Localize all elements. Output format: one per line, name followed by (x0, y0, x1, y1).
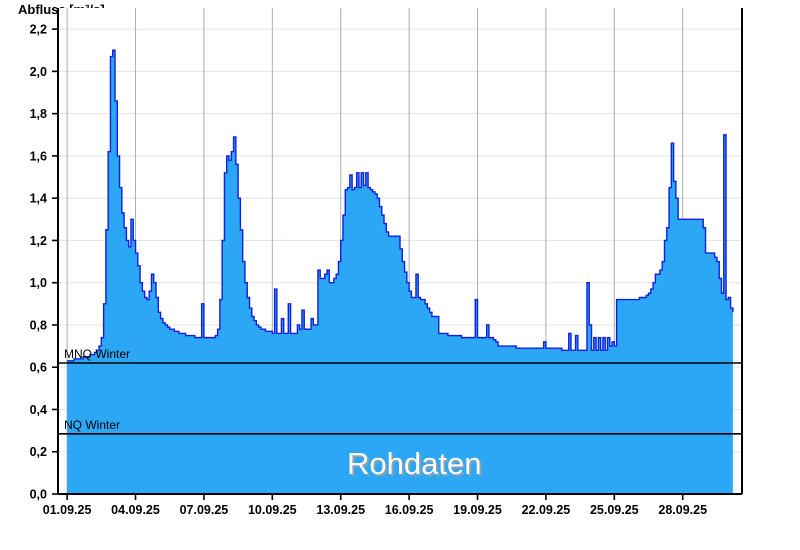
x-tick-label: 10.09.25 (248, 503, 297, 517)
x-tick-label: 07.09.25 (180, 503, 229, 517)
y-tick-label: 2,0 (30, 65, 47, 79)
svg-text:Rohdaten: Rohdaten (349, 448, 483, 483)
x-tick-label: 01.09.25 (43, 503, 92, 517)
y-tick-label: 0,0 (30, 488, 47, 502)
y-tick-label: 1,6 (30, 149, 47, 163)
x-tick-label: 25.09.25 (590, 503, 639, 517)
x-axis-ticks: 01.09.25 04.09.25 07.09.25 10.09.25 13.09.25… (43, 494, 707, 517)
y-tick-label: 1,8 (30, 107, 47, 121)
x-tick-label: 19.09.25 (453, 503, 502, 517)
axis-lines (57, 8, 743, 495)
discharge-area (67, 50, 733, 494)
x-tick-label: 16.09.25 (385, 503, 434, 517)
y-tick-label: 0,4 (30, 403, 47, 417)
watermark: Rohdaten Rohdaten (347, 446, 483, 483)
y-tick-label: 1,4 (30, 192, 47, 206)
x-tick-label: 13.09.25 (316, 503, 365, 517)
y-tick-label: 0,6 (30, 361, 47, 375)
y-tick-label: 2,2 (30, 23, 47, 37)
x-tick-label: 22.09.25 (522, 503, 571, 517)
y-axis-ticks: 0,0 0,2 0,4 0,6 0,8 1,0 1,2 1,4 1,6 1,8 2,0 2,2 (30, 23, 58, 502)
discharge-line (67, 49, 734, 362)
y-tick-label: 1,0 (30, 276, 47, 290)
x-tick-label: 04.09.25 (111, 503, 160, 517)
threshold-label-1: NQ Winter (64, 418, 120, 432)
svg-text:Rohdaten: Rohdaten (347, 446, 481, 481)
y-tick-label: 1,2 (30, 234, 47, 248)
x-tick-label: 28.09.25 (658, 503, 707, 517)
threshold-lines: MNQ Winter NQ Winter (58, 347, 742, 435)
y-tick-label: 0,2 (30, 445, 47, 459)
y-tick-label: 0,8 (30, 318, 47, 332)
threshold-label-0: MNQ Winter (64, 347, 130, 361)
